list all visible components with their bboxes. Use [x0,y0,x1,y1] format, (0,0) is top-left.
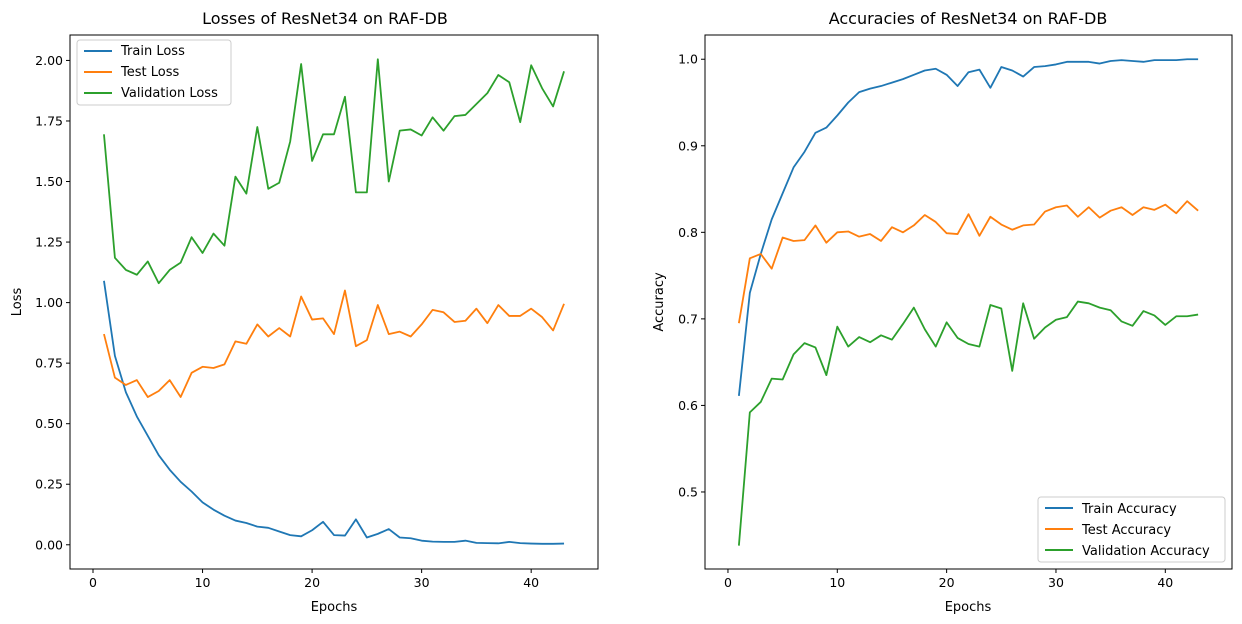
series-line-train-loss [103,280,565,545]
y-tick-label: 0.75 [35,356,63,371]
x-tick-label: 10 [829,575,845,590]
y-tick-label: 0.8 [678,225,698,240]
losses-chart: Losses of ResNet34 on RAF-DB Epochs Loss… [10,9,599,615]
accuracies-chart: Accuracies of ResNet34 on RAF-DB Epochs … [652,9,1233,615]
x-axis-label: Epochs [311,600,358,615]
series-line-train-accuracy [737,58,1199,396]
x-tick-label: 40 [523,575,539,590]
legend-box [76,39,232,106]
legend-label-train-accuracy: Train Accuracy [1081,502,1177,517]
legend-label-validation-accuracy: Validation Accuracy [1082,544,1210,559]
chart-title: Losses of ResNet34 on RAF-DB [202,9,448,28]
y-tick-label: 0.5 [678,484,698,499]
y-tick-label: 1.0 [678,52,698,67]
y-tick-label: 1.25 [35,235,63,250]
x-tick-label: 20 [939,575,955,590]
series-line-test-loss [103,289,565,398]
x-axis-label: Epochs [945,600,992,615]
legend: Train Loss Test Loss Validation Loss [76,39,232,106]
legend-box [1037,496,1226,563]
x-tick-label: 20 [304,575,320,590]
y-tick-label: 1.75 [35,113,63,128]
x-tick-label: 0 [724,575,732,590]
plot-frame [704,34,1233,570]
y-axis-label: Loss [10,288,25,317]
x-tick-label: 30 [1048,575,1064,590]
legend-label-train-loss: Train Loss [120,44,185,59]
chart-title: Accuracies of ResNet34 on RAF-DB [829,9,1108,28]
series-line-validation-loss [103,58,565,285]
x-tick-label: 10 [195,575,211,590]
y-tick-label: 0.50 [35,416,63,431]
plot-lines [103,58,565,545]
x-tick-label: 40 [1157,575,1173,590]
series-line-validation-accuracy [737,300,1199,546]
y-tick-label: 0.6 [678,398,698,413]
plot-lines [737,58,1199,546]
legend-label-validation-loss: Validation Loss [121,86,218,101]
legend: Train Accuracy Test Accuracy Validation … [1037,496,1226,563]
axis-ticks: 0 10 20 30 40 0.5 0.6 0.7 0.8 0.9 1.0 [678,52,1173,590]
y-tick-label: 0.25 [35,477,63,492]
x-tick-label: 30 [414,575,430,590]
y-tick-label: 1.50 [35,174,63,189]
y-tick-label: 0.7 [678,311,698,326]
y-tick-label: 0.9 [678,138,698,153]
axis-ticks: 0 10 20 30 40 0.00 0.25 0.50 0.75 1.00 1.25 1.50 1.7… [35,53,539,590]
legend-label-test-accuracy: Test Accuracy [1081,523,1171,538]
legend-label-test-loss: Test Loss [120,65,179,80]
plot-frame [69,34,599,570]
y-axis-label: Accuracy [652,272,667,332]
y-tick-label: 1.00 [35,295,63,310]
y-tick-label: 0.00 [35,537,63,552]
y-tick-label: 2.00 [35,53,63,68]
x-tick-label: 0 [89,575,97,590]
series-line-test-accuracy [738,200,1199,324]
